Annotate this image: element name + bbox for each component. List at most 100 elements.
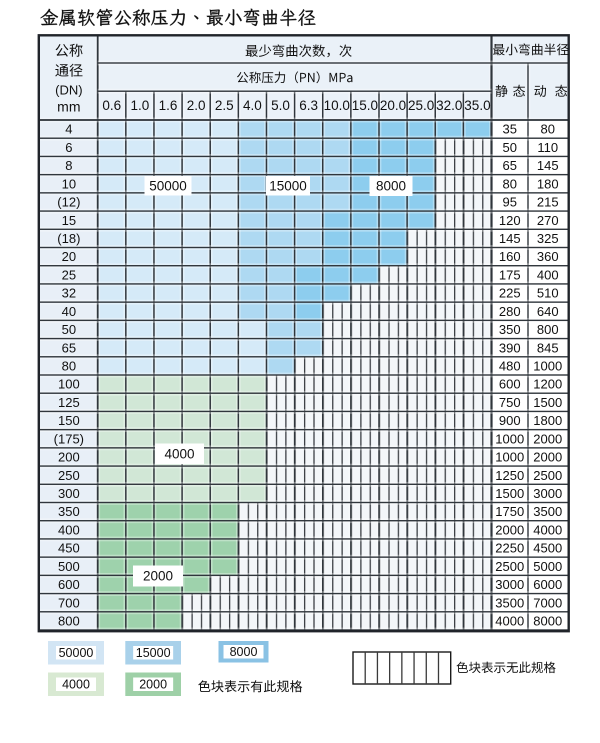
- svg-text:390: 390: [499, 340, 521, 355]
- svg-text:6000: 6000: [533, 577, 562, 592]
- svg-text:1250: 1250: [495, 468, 524, 483]
- svg-text:7000: 7000: [533, 595, 562, 610]
- svg-text:6: 6: [65, 140, 72, 155]
- svg-text:0.6: 0.6: [102, 98, 121, 113]
- svg-text:8000: 8000: [533, 613, 562, 628]
- svg-text:2250: 2250: [495, 541, 524, 556]
- svg-text:15000: 15000: [136, 646, 171, 660]
- svg-text:25.0: 25.0: [408, 98, 434, 113]
- svg-text:450: 450: [58, 541, 80, 556]
- svg-text:(12): (12): [57, 195, 80, 210]
- svg-text:20.0: 20.0: [380, 98, 406, 113]
- svg-text:845: 845: [537, 340, 559, 355]
- svg-text:325: 325: [537, 231, 559, 246]
- svg-text:15.0: 15.0: [352, 98, 378, 113]
- svg-text:200: 200: [58, 450, 80, 465]
- svg-text:110: 110: [537, 140, 558, 155]
- svg-text:750: 750: [499, 395, 521, 410]
- svg-text:150: 150: [58, 413, 80, 428]
- svg-text:2000: 2000: [495, 522, 524, 537]
- svg-text:640: 640: [537, 304, 559, 319]
- svg-text:4000: 4000: [164, 446, 194, 461]
- svg-text:280: 280: [499, 304, 521, 319]
- svg-text:65: 65: [503, 158, 517, 173]
- svg-text:35.0: 35.0: [464, 98, 490, 113]
- svg-text:6.3: 6.3: [299, 98, 318, 113]
- svg-text:50000: 50000: [59, 646, 94, 660]
- svg-text:32: 32: [62, 286, 76, 301]
- svg-text:270: 270: [537, 213, 559, 228]
- svg-text:mm: mm: [57, 99, 80, 115]
- svg-text:175: 175: [499, 267, 521, 282]
- svg-text:215: 215: [537, 195, 559, 210]
- svg-text:2000: 2000: [139, 678, 167, 692]
- svg-text:1000: 1000: [495, 450, 524, 465]
- svg-text:4.0: 4.0: [243, 98, 262, 113]
- svg-text:400: 400: [537, 267, 559, 282]
- svg-text:360: 360: [537, 249, 559, 264]
- svg-text:4500: 4500: [533, 541, 562, 556]
- svg-text:700: 700: [58, 595, 80, 610]
- svg-text:3000: 3000: [495, 577, 524, 592]
- svg-text:400: 400: [58, 522, 80, 537]
- svg-text:1.6: 1.6: [159, 98, 178, 113]
- svg-text:2000: 2000: [533, 431, 562, 446]
- svg-text:600: 600: [499, 377, 521, 392]
- svg-text:900: 900: [499, 413, 521, 428]
- svg-text:50000: 50000: [149, 178, 187, 193]
- svg-text:32.0: 32.0: [436, 98, 462, 113]
- svg-text:80: 80: [503, 176, 517, 191]
- svg-text:2500: 2500: [495, 559, 524, 574]
- svg-text:5000: 5000: [533, 559, 562, 574]
- svg-text:50: 50: [62, 322, 76, 337]
- svg-text:120: 120: [499, 213, 521, 228]
- svg-text:5.0: 5.0: [271, 98, 290, 113]
- svg-text:20: 20: [62, 249, 76, 264]
- svg-text:15000: 15000: [269, 178, 307, 193]
- svg-text:80: 80: [62, 358, 76, 373]
- svg-text:2.0: 2.0: [187, 98, 206, 113]
- svg-text:2000: 2000: [533, 450, 562, 465]
- svg-text:350: 350: [499, 322, 521, 337]
- svg-text:65: 65: [62, 340, 76, 355]
- svg-text:8: 8: [65, 158, 72, 173]
- svg-text:10: 10: [62, 176, 76, 191]
- svg-text:(DN): (DN): [55, 82, 82, 97]
- svg-text:80: 80: [541, 122, 555, 137]
- svg-text:4000: 4000: [495, 613, 524, 628]
- svg-text:1000: 1000: [495, 431, 524, 446]
- svg-text:25: 25: [62, 267, 76, 282]
- svg-text:1500: 1500: [495, 486, 524, 501]
- svg-text:1800: 1800: [533, 413, 562, 428]
- svg-text:3500: 3500: [495, 595, 524, 610]
- svg-text:8000: 8000: [230, 645, 258, 659]
- svg-text:2500: 2500: [533, 468, 562, 483]
- svg-text:50: 50: [503, 140, 517, 155]
- svg-text:4: 4: [65, 122, 72, 137]
- svg-text:4000: 4000: [62, 678, 90, 692]
- svg-text:180: 180: [537, 176, 559, 191]
- svg-text:4000: 4000: [533, 522, 562, 537]
- svg-text:(18): (18): [57, 231, 80, 246]
- svg-text:125: 125: [58, 395, 80, 410]
- svg-text:95: 95: [503, 195, 517, 210]
- svg-text:35: 35: [503, 122, 517, 137]
- svg-text:225: 225: [499, 286, 521, 301]
- svg-text:800: 800: [58, 613, 80, 628]
- svg-text:145: 145: [537, 158, 559, 173]
- svg-text:510: 510: [537, 286, 559, 301]
- svg-text:500: 500: [58, 559, 80, 574]
- svg-text:350: 350: [58, 504, 80, 519]
- svg-text:40: 40: [62, 304, 76, 319]
- svg-text:1500: 1500: [533, 395, 562, 410]
- svg-text:1.0: 1.0: [130, 98, 149, 113]
- svg-text:1000: 1000: [533, 358, 562, 373]
- svg-text:8000: 8000: [376, 179, 406, 194]
- svg-text:300: 300: [58, 486, 80, 501]
- svg-text:15: 15: [62, 213, 76, 228]
- svg-text:100: 100: [58, 377, 80, 392]
- svg-text:1750: 1750: [495, 504, 524, 519]
- svg-text:600: 600: [58, 577, 80, 592]
- svg-text:1200: 1200: [533, 377, 562, 392]
- svg-text:250: 250: [58, 468, 80, 483]
